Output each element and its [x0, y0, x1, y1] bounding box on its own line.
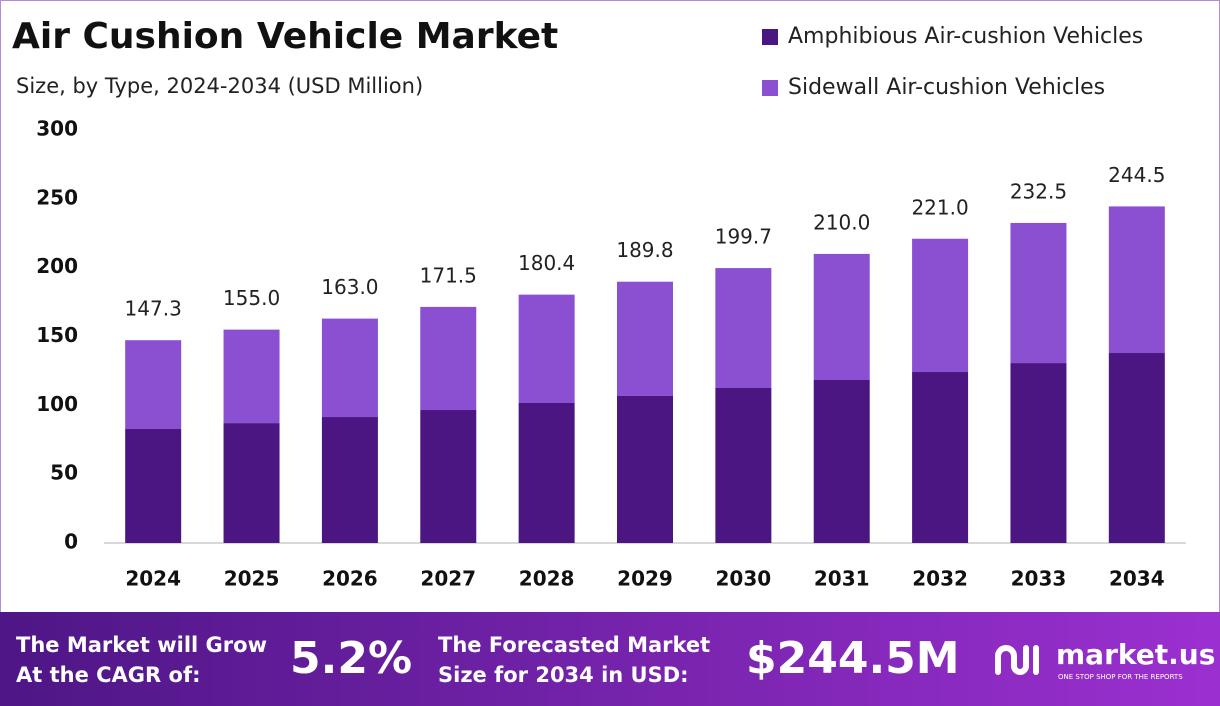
x-tick-label: 2033 — [1011, 567, 1067, 591]
brand: market.us — [1056, 638, 1215, 671]
bar-segment — [518, 402, 575, 543]
total-label: 199.7 — [715, 225, 772, 249]
bar-segment — [223, 423, 280, 543]
x-tick-label: 2030 — [716, 567, 772, 591]
x-tick-label: 2031 — [814, 567, 870, 591]
y-tick-label: 250 — [36, 185, 78, 209]
y-tick-label: 50 — [50, 461, 78, 485]
y-tick-label: 200 — [36, 254, 78, 278]
brand-logo — [995, 645, 1039, 675]
x-tick-label: 2034 — [1109, 567, 1165, 591]
x-tick-label: 2026 — [322, 567, 378, 591]
cagr-text: At the CAGR of: — [16, 663, 201, 687]
total-label: 155.0 — [223, 286, 280, 310]
bar-segment — [125, 429, 182, 543]
forecast-text: The Forecasted Market — [438, 633, 710, 657]
total-label: 210.0 — [813, 210, 870, 234]
bar-segment — [617, 395, 673, 543]
bar-segment — [420, 410, 477, 543]
bar-segment — [813, 253, 870, 381]
bar-segment — [813, 380, 870, 543]
x-tick-label: 2025 — [224, 567, 280, 591]
forecast-text: Size for 2034 in USD: — [438, 663, 689, 687]
chart-subtitle: Size, by Type, 2024-2034 (USD Million) — [16, 74, 423, 98]
total-label: 221.0 — [911, 195, 968, 219]
total-label: 244.5 — [1108, 163, 1165, 187]
bar-segment — [1010, 363, 1067, 543]
y-tick-label: 150 — [36, 323, 78, 347]
bar-segment — [912, 372, 969, 543]
bar-segment — [912, 238, 969, 373]
y-tick-label: 300 — [36, 117, 78, 141]
bar-segment — [1108, 353, 1165, 543]
bar-segment — [321, 318, 378, 418]
bar-segment — [715, 268, 772, 388]
bar-segment — [125, 340, 182, 430]
bar-segment — [1108, 206, 1165, 354]
bar-segment — [715, 387, 772, 543]
y-tick-label: 100 — [36, 392, 78, 416]
total-label: 163.0 — [321, 275, 378, 299]
bar-segment — [420, 306, 477, 411]
bar-segment — [223, 329, 280, 424]
chart-title: Air Cushion Vehicle Market — [12, 16, 558, 57]
bar-segment — [518, 294, 575, 403]
x-tick-label: 2027 — [420, 567, 476, 591]
footer: The Market will Grow At the CAGR of: 5.2… — [0, 612, 1220, 706]
legend-swatch — [762, 80, 778, 96]
total-label: 180.4 — [518, 251, 575, 275]
legend-label: Sidewall Air-cushion Vehicles — [788, 75, 1105, 100]
y-tick-label: 0 — [64, 530, 78, 554]
x-tick-label: 2029 — [617, 567, 673, 591]
total-label: 189.8 — [616, 238, 673, 262]
forecast-value: $244.5M — [746, 633, 960, 684]
total-label: 171.5 — [420, 263, 477, 287]
x-tick-label: 2024 — [125, 567, 181, 591]
bar-segment — [1010, 222, 1067, 364]
plot: 0 50 100 150 200 250 300 Amphibious Air-cushion… — [36, 24, 1186, 591]
x-tick-label: 2032 — [912, 567, 968, 591]
cagr-value: 5.2% — [290, 633, 412, 684]
legend-swatch — [762, 29, 778, 45]
legend-label: Amphibious Air-cushion Vehicles — [788, 24, 1143, 49]
cagr-text: The Market will Grow — [16, 633, 267, 657]
tagline: ONE STOP SHOP FOR THE REPORTS — [1058, 673, 1183, 681]
x-tick-label: 2028 — [519, 567, 575, 591]
total-label: 232.5 — [1010, 179, 1067, 203]
total-label: 147.3 — [125, 297, 182, 321]
bar-segment — [321, 417, 378, 543]
bar-segment — [617, 281, 673, 396]
